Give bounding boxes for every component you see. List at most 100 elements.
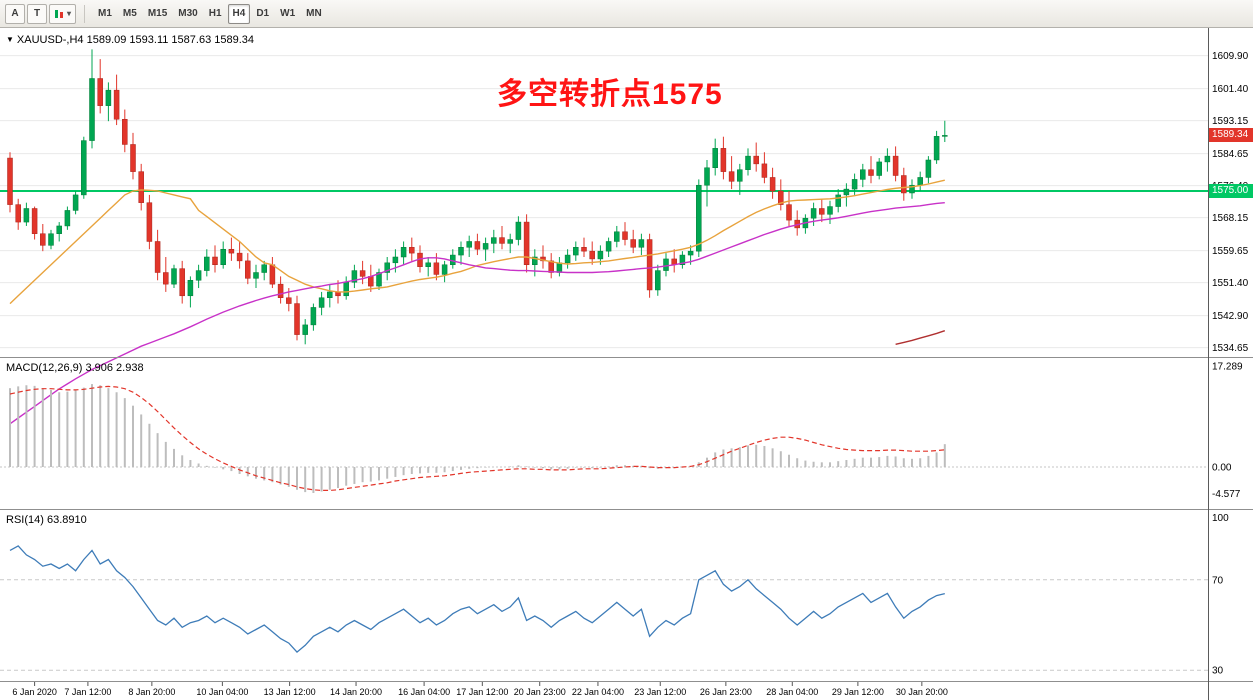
candle-body (130, 144, 136, 172)
ma-slow-line (9, 202, 945, 425)
candle-body (843, 188, 850, 196)
candle-body (409, 247, 415, 254)
macd-indicator-title: MACD(12,26,9) 3.906 2.938 (6, 362, 144, 374)
candle-body (433, 262, 440, 275)
candle-body (368, 276, 374, 287)
drawing-tool-button[interactable]: ▾ (49, 3, 77, 24)
time-axis-label: 28 Jan 04:00 (766, 687, 818, 697)
candle-body (515, 221, 522, 240)
candle-body (392, 256, 399, 264)
timeframe-button-m1[interactable]: M1 (93, 4, 117, 24)
candle-body (245, 260, 251, 279)
candle-body (97, 78, 103, 106)
candle-body (81, 140, 87, 196)
timeframe-button-mn[interactable]: MN (301, 4, 327, 24)
timeframe-button-d1[interactable]: D1 (251, 4, 274, 24)
time-axis-label: 10 Jan 04:00 (196, 687, 248, 697)
rsi-axis-label: 30 (1212, 666, 1224, 677)
candle-body (351, 270, 358, 283)
candle-body (884, 155, 891, 163)
candle-body (220, 248, 226, 266)
candle-body (523, 221, 530, 266)
candle-body (761, 163, 768, 178)
candle-body (720, 148, 727, 172)
candle-body (548, 260, 554, 273)
candle-body (564, 254, 571, 264)
price-axis-label: 1593.15 (1212, 116, 1249, 127)
time-axis-label: 20 Jan 23:00 (514, 687, 566, 697)
candle-body (318, 297, 325, 308)
candle-body (400, 247, 407, 258)
candle-body (786, 204, 792, 221)
price-axis-label: 1534.65 (1212, 343, 1249, 354)
chart-annotation-text[interactable]: 多空转折点1575 (497, 78, 723, 111)
price-axis-label: 1609.90 (1212, 51, 1249, 62)
candle-body (876, 161, 882, 176)
candle-body (195, 270, 202, 281)
candle-body (745, 155, 751, 170)
candle-body (179, 268, 185, 297)
time-axis-label: 29 Jan 12:00 (832, 687, 884, 697)
candle-body (704, 167, 710, 186)
time-axis-label: 7 Jan 12:00 (64, 687, 111, 697)
candle-body (679, 254, 686, 266)
candle-body (728, 171, 735, 182)
collapse-triangle-icon[interactable]: ▼ (6, 35, 14, 44)
candle-body (638, 239, 645, 248)
candle-body (917, 177, 923, 186)
macd-axis-label: 17.289 (1212, 362, 1243, 373)
candle-body (458, 247, 464, 256)
price-axis-label: 1601.40 (1212, 84, 1249, 95)
candle-body (72, 194, 79, 211)
candle-body (942, 135, 948, 137)
chart-symbol: XAUUSD-,H4 (16, 34, 84, 46)
candle-body (113, 89, 120, 120)
candle-body (778, 190, 784, 205)
candle-body (901, 175, 907, 194)
candle-body (48, 233, 54, 246)
candle-body (105, 89, 112, 106)
rsi-line (9, 545, 945, 653)
price-axis-label: 1559.65 (1212, 246, 1249, 257)
candle-body (622, 231, 628, 240)
candle-body (860, 169, 866, 180)
candle-body (64, 210, 71, 227)
time-axis-label: 16 Jan 04:00 (398, 687, 450, 697)
price-axis-label: 1551.40 (1212, 278, 1249, 289)
candle-body (171, 268, 177, 285)
time-axis-label: 30 Jan 20:00 (896, 687, 948, 697)
price-axis-label: 1542.90 (1212, 311, 1249, 322)
timeframe-button-h4[interactable]: H4 (227, 3, 251, 24)
time-axis-label: 23 Jan 12:00 (634, 687, 686, 697)
toolbar-separator (84, 4, 86, 23)
candle-body (327, 291, 333, 298)
candle-body (163, 272, 169, 285)
candle-body (294, 303, 300, 335)
rsi-axis-label: 100 (1212, 513, 1229, 524)
pointer-tool-button[interactable]: A (5, 3, 25, 24)
timeframe-button-h1[interactable]: H1 (204, 4, 227, 24)
candle-body (556, 262, 563, 273)
candle-body (507, 239, 513, 244)
candle-body (23, 208, 30, 223)
candle-body (933, 136, 940, 161)
candle-body (204, 256, 210, 271)
time-axis-label: 8 Jan 20:00 (128, 687, 175, 697)
timeframe-button-m15[interactable]: M15 (143, 4, 172, 24)
candle-body (646, 239, 653, 291)
macd-axis-label: 0.00 (1212, 463, 1232, 474)
candle-body (925, 159, 932, 178)
candle-body (769, 177, 776, 192)
text-tool-button[interactable]: T (27, 3, 47, 24)
price-axis-label: 1584.65 (1212, 149, 1249, 160)
candle-body (89, 78, 95, 141)
candle-body (56, 225, 62, 234)
candle-body (696, 184, 702, 252)
timeframe-button-w1[interactable]: W1 (275, 4, 300, 24)
timeframe-button-m30[interactable]: M30 (173, 4, 202, 24)
rsi-indicator-title: RSI(14) 63.8910 (6, 514, 87, 526)
candle-body (277, 283, 284, 298)
timeframe-button-m5[interactable]: M5 (118, 4, 142, 24)
